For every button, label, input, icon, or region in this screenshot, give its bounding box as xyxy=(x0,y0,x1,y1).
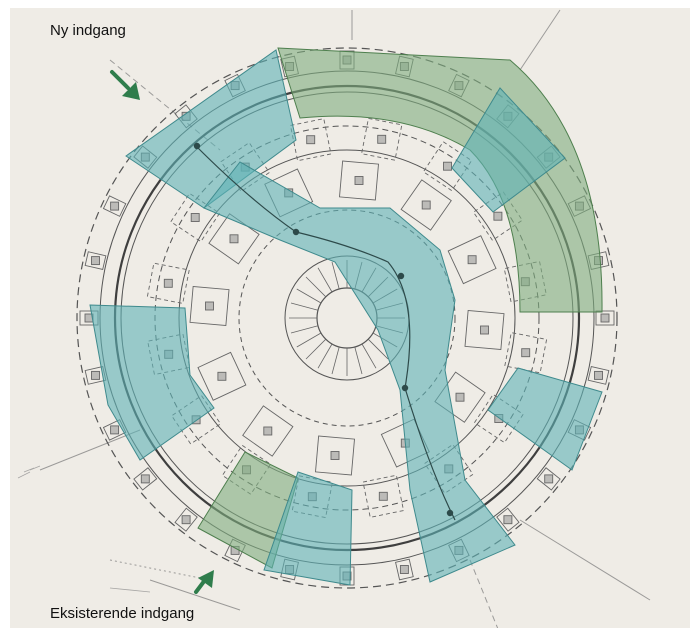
inner-cell-column xyxy=(455,392,465,402)
outer-column-box-column xyxy=(181,515,191,525)
outer-column-box-column xyxy=(600,313,610,323)
inner-cell-column xyxy=(205,301,214,311)
outer-column-box-column xyxy=(544,474,554,484)
inner-cell xyxy=(197,351,247,401)
faint-plan-marks xyxy=(17,465,151,593)
stair-tread xyxy=(331,261,340,290)
outer-column-box xyxy=(84,251,107,270)
outer-column-box-column xyxy=(110,201,120,211)
teal-zones xyxy=(89,49,603,586)
stair-tread xyxy=(305,276,327,298)
arrow-up-right-icon xyxy=(194,570,214,594)
teal-zone-left xyxy=(89,304,215,461)
inner-cell xyxy=(189,286,230,326)
outer-column-box-column xyxy=(91,370,100,380)
stair-tread xyxy=(331,346,340,375)
inner-cell xyxy=(400,179,452,231)
teal-zone-top-left xyxy=(125,49,297,209)
existing-entrance-label: Eksisterende indgang xyxy=(50,605,195,622)
stair-tread xyxy=(361,343,377,369)
stair-tread xyxy=(317,267,333,293)
outer-column-box-column xyxy=(91,256,100,266)
new-entrance-label: Ny indgang xyxy=(50,22,126,39)
inner-cell-column xyxy=(229,234,239,244)
middle-cell-column xyxy=(190,213,200,222)
outer-column-box-column xyxy=(594,370,603,380)
inner-cell xyxy=(464,310,505,350)
middle-cell xyxy=(289,118,332,162)
inner-cell xyxy=(315,435,355,476)
middle-cell-column xyxy=(493,211,503,221)
teal-zone-bottom-center xyxy=(263,471,353,586)
outer-column-box xyxy=(496,507,520,532)
outer-column-box xyxy=(536,467,561,491)
middle-cell-column xyxy=(443,161,452,171)
inner-cell xyxy=(339,160,379,201)
middle-cell xyxy=(362,474,405,518)
teal-zone-top-right xyxy=(451,87,566,213)
inner-cell-column xyxy=(480,325,489,335)
outer-column-box xyxy=(395,558,414,581)
site-lines xyxy=(39,9,651,628)
middle-cell xyxy=(146,262,190,304)
inner-cell xyxy=(242,405,294,457)
middle-cell-column xyxy=(306,135,316,145)
route-line xyxy=(193,142,456,521)
stair-tread xyxy=(305,338,327,360)
outer-column-box xyxy=(133,467,158,491)
middle-cell-column xyxy=(377,134,387,144)
inner-cell-column xyxy=(217,371,227,381)
middle-cell xyxy=(361,117,403,161)
stair-tread xyxy=(290,302,319,311)
teal-zone-central-corridor xyxy=(203,161,516,583)
outer-column-box xyxy=(174,507,198,532)
outer-dashed-ring xyxy=(76,47,618,589)
inner-cell xyxy=(447,235,497,285)
arrow-down-right-icon xyxy=(110,70,140,100)
stair-tread xyxy=(354,346,363,375)
outer-column-box xyxy=(102,195,127,217)
middle-cell-column xyxy=(163,278,173,288)
middle-cell-column xyxy=(378,491,388,501)
inner-cell-column xyxy=(467,255,477,265)
inner-cell-column xyxy=(330,451,340,460)
middle-cell-column xyxy=(521,348,531,358)
outer-column-box-column xyxy=(140,474,150,484)
outer-column-box-column xyxy=(110,425,120,435)
stair-tread xyxy=(290,325,319,334)
outer-column-box xyxy=(587,366,610,385)
outer-column-box-column xyxy=(399,565,409,574)
inner-cell-column xyxy=(421,200,431,210)
stair-tread xyxy=(296,288,322,304)
stair-tread xyxy=(367,338,389,360)
stair-tread xyxy=(317,343,333,369)
inner-cell-column xyxy=(263,426,273,436)
stair-tread xyxy=(296,332,322,348)
teal-zone-right xyxy=(487,367,603,471)
outer-column-box-column xyxy=(503,515,513,525)
inner-cell-column xyxy=(354,176,364,185)
outer-column-box xyxy=(595,310,615,326)
